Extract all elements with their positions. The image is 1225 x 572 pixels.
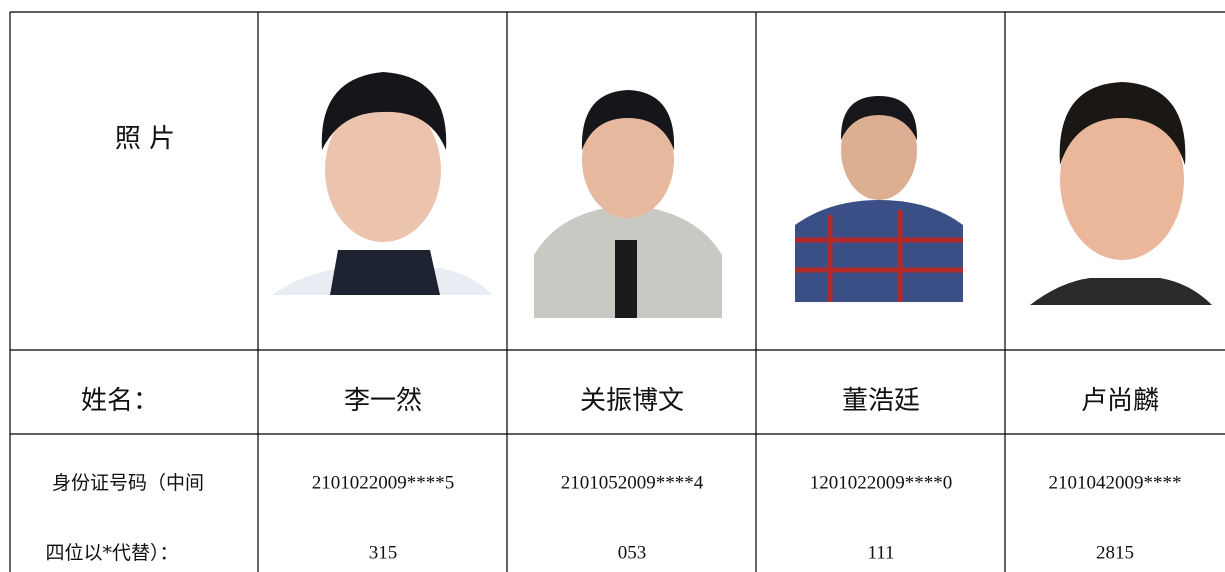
id-number: 2101042009****	[1049, 472, 1182, 493]
id-number: 2101052009****4	[561, 472, 704, 493]
id-number: 111	[867, 542, 894, 563]
person-name: 董浩廷	[842, 386, 920, 416]
id-number: 1201022009****0	[810, 472, 953, 493]
person-name: 关振博文	[580, 386, 684, 416]
photo	[1030, 67, 1212, 305]
photo-label: 照 片	[115, 124, 175, 154]
id-number: 053	[618, 542, 647, 563]
id-label: 四位以*代替）：	[45, 542, 178, 564]
photo	[534, 90, 722, 318]
photo	[795, 96, 963, 302]
person-name: 卢尚麟	[1081, 386, 1159, 416]
photo	[272, 62, 492, 295]
table-grid	[9, 11, 1225, 572]
id-number: 315	[369, 542, 398, 563]
id-number: 2101022009****5	[312, 472, 455, 493]
id-label: 身份证号码（中间	[52, 472, 204, 494]
person-name: 李一然	[344, 386, 422, 416]
name-label: 姓名：	[81, 386, 159, 416]
id-number: 2815	[1096, 542, 1134, 563]
